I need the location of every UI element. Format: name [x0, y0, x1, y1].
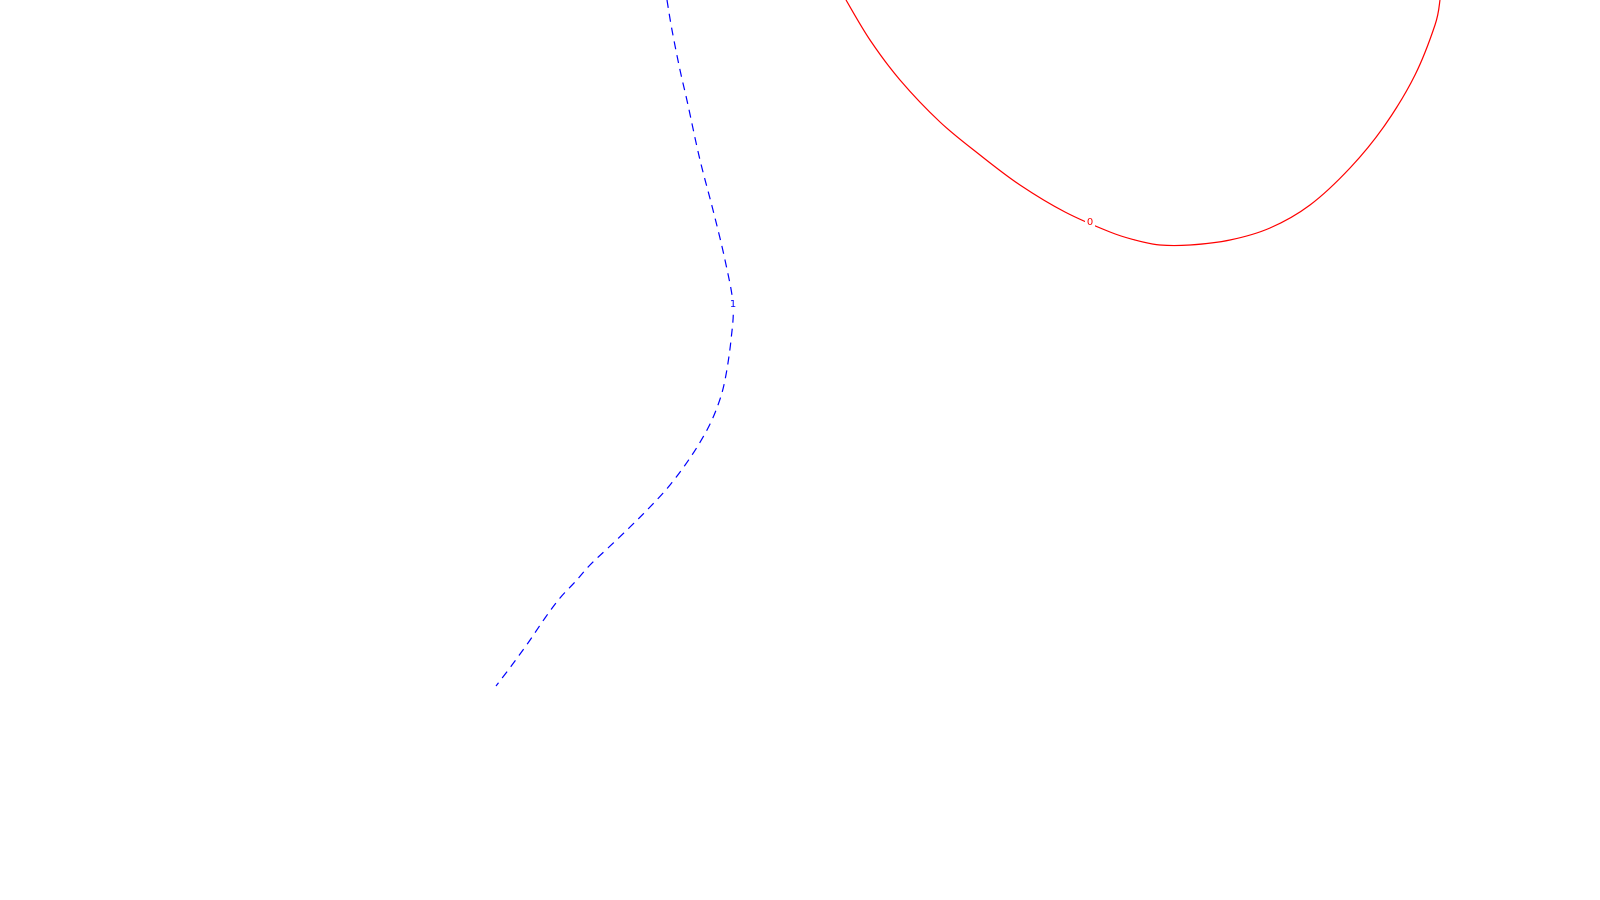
contour-label-background [1085, 216, 1095, 228]
contour-labels: 01 [728, 216, 1095, 310]
contour-level-label-0: 0 [1087, 217, 1093, 228]
contour-line-level-1 [495, 0, 734, 687]
contour-lines [495, 0, 1441, 687]
contour-label-background [728, 298, 738, 310]
contour-level-label-1: 1 [730, 299, 736, 310]
contour-line-level-0 [845, 0, 1441, 247]
